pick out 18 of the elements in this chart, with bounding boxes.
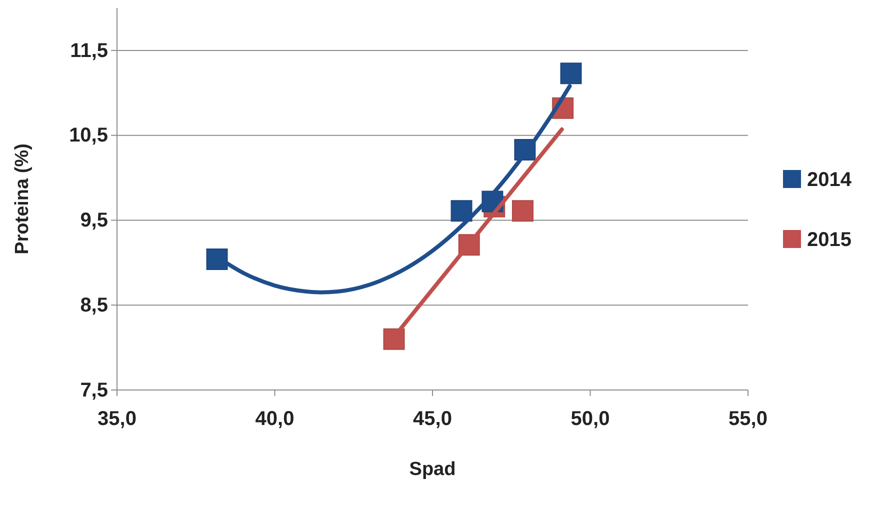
point: [560, 62, 582, 84]
legend-label: 2014: [807, 169, 852, 191]
x-tick-label: 35,0: [98, 408, 136, 430]
point: [450, 200, 472, 222]
x-axis-title: Spad: [409, 459, 456, 480]
x-tick-label: 55,0: [728, 408, 768, 430]
x-tick-label: 40,0: [255, 408, 294, 430]
point: [512, 200, 534, 222]
x-tick-label: 50,0: [570, 408, 610, 430]
y-axis-title: Proteina (%): [12, 144, 33, 254]
point: [383, 328, 405, 350]
y-tick-label: 11,5: [70, 40, 108, 62]
y-tick-label: 10,5: [69, 124, 108, 147]
x-tick-label: 45,0: [413, 408, 452, 430]
legend-label: 2015: [807, 229, 852, 251]
y-tick-label: 9,5: [80, 210, 108, 232]
y-tick-label: 8,5: [80, 294, 108, 317]
y-tick-label: 7,5: [80, 379, 108, 402]
